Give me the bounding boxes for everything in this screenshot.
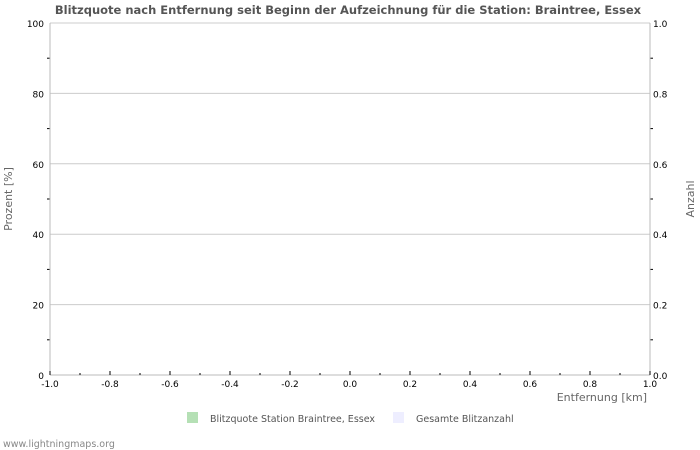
x-tick-label: -0.6 <box>161 380 179 390</box>
x-tick-label: 0.0 <box>343 380 358 390</box>
legend-label-gesamt: Gesamte Blitzanzahl <box>416 414 514 425</box>
footer-watermark: www.lightningmaps.org <box>3 439 115 450</box>
x-tick-label: 0.2 <box>403 380 417 390</box>
y-tick-label: 40 <box>33 231 45 241</box>
y-tick-label: 0 <box>38 372 44 382</box>
y2-axis-label: Anzahl <box>684 180 697 217</box>
legend-label-blitzquote: Blitzquote Station Braintree, Essex <box>210 414 375 425</box>
chart-title: Blitzquote nach Entfernung seit Beginn d… <box>55 3 642 17</box>
y2-tick-label: 1.0 <box>653 20 668 30</box>
y2-tick-label: 0.2 <box>653 302 667 312</box>
x-tick-label: -1.0 <box>41 380 59 390</box>
y2-tick-label: 0.6 <box>653 161 668 171</box>
x-tick-label: 1.0 <box>643 380 658 390</box>
legend-swatch-gesamt <box>393 412 404 423</box>
x-axis-label: Entfernung [km] <box>557 391 647 404</box>
x-tick-label: -0.4 <box>221 380 239 390</box>
y-tick-label: 60 <box>33 161 45 171</box>
y2-tick-label: 0.8 <box>653 90 668 100</box>
x-tick-label: 0.8 <box>583 380 598 390</box>
y-tick-label: 80 <box>33 90 45 100</box>
legend-swatch-blitzquote <box>187 412 198 423</box>
x-tick-label: -0.2 <box>281 380 299 390</box>
x-tick-label: -0.8 <box>101 380 119 390</box>
y-axis-label: Prozent [%] <box>2 167 15 231</box>
y2-tick-label: 0.4 <box>653 231 668 241</box>
y-tick-label: 100 <box>27 20 44 30</box>
x-tick-label: 0.4 <box>463 380 478 390</box>
y-tick-label: 20 <box>33 302 45 312</box>
x-tick-label: 0.6 <box>523 380 538 390</box>
y2-tick-label: 0.0 <box>653 372 668 382</box>
